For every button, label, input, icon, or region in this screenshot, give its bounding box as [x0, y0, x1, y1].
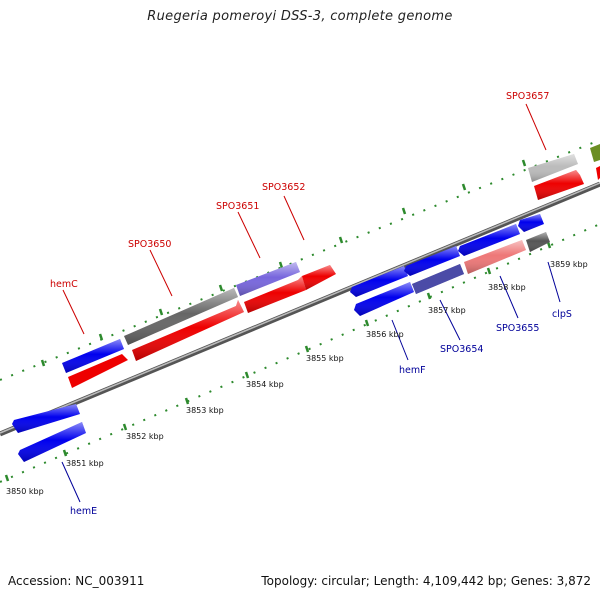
gene-SPO3651-rna[interactable] — [236, 262, 300, 296]
upper-leader-lines — [62, 103, 547, 335]
lower-major-ticks — [4, 241, 552, 482]
gene-label-clpS[interactable]: clpS — [552, 309, 572, 320]
gene-red-4[interactable] — [534, 170, 584, 200]
gene-blue-1[interactable] — [12, 404, 80, 433]
backbone-highlight — [0, 182, 600, 434]
lower-tick-track — [0, 223, 600, 483]
upper-gene-labels: hemC SPO3650 SPO3651 SPO3652 SPO3657 — [50, 91, 549, 290]
kbp-label: 3855 kbp — [306, 354, 344, 363]
kbp-label: 3853 kbp — [186, 406, 224, 415]
gene-hemC-reverse[interactable] — [62, 339, 124, 373]
gene-SPO3652[interactable] — [302, 265, 336, 290]
gene-label-SPO3657[interactable]: SPO3657 — [506, 91, 549, 102]
gene-red-3[interactable] — [244, 276, 306, 313]
gene-red-1[interactable] — [68, 354, 132, 388]
gene-label-SPO3652[interactable]: SPO3652 — [262, 182, 305, 193]
gene-hemF[interactable] — [354, 282, 414, 316]
gene-label-hemE[interactable]: hemE — [70, 506, 97, 517]
lower-leader-lines — [61, 261, 561, 503]
gene-SPO3654[interactable] — [412, 264, 464, 294]
gene-hemE[interactable] — [18, 422, 86, 462]
map-title: Ruegeria pomeroyi DSS-3, complete genome — [147, 9, 453, 24]
gene-clpS[interactable] — [526, 232, 550, 252]
gene-green-edge[interactable] — [590, 144, 600, 162]
upper-tick-track — [0, 139, 600, 381]
kbp-label: 3850 kbp — [6, 487, 44, 496]
kbp-label: 3851 kbp — [66, 459, 104, 468]
kbp-label: 3852 kbp — [126, 432, 164, 441]
gene-label-SPO3651[interactable]: SPO3651 — [216, 201, 259, 212]
kbp-labels: 3850 kbp 3851 kbp 3852 kbp 3853 kbp 3854… — [6, 260, 588, 496]
accession-label: Accession: NC_003911 — [8, 574, 145, 588]
gene-label-SPO3654[interactable]: SPO3654 — [440, 344, 483, 355]
gene-SPO3655[interactable] — [464, 240, 526, 274]
gene-label-hemC[interactable]: hemC — [50, 279, 78, 290]
gene-SPO3650-hypothetical[interactable] — [124, 288, 238, 345]
genome-stats-label: Topology: circular; Length: 4,109,442 bp… — [261, 574, 591, 588]
gene-blue-2[interactable] — [350, 266, 408, 297]
lower-gene-labels: hemE hemF SPO3654 SPO3655 clpS — [70, 309, 572, 517]
kbp-label: 3858 kbp — [488, 283, 526, 292]
genome-backbone — [0, 181, 600, 437]
gene-SPO3657-other[interactable] — [528, 154, 578, 182]
gene-red-edge[interactable] — [596, 166, 600, 180]
upper-major-ticks — [40, 159, 527, 367]
gene-blue-5[interactable] — [518, 214, 544, 232]
gene-blue-4[interactable] — [458, 224, 520, 256]
gene-label-hemF[interactable]: hemF — [399, 365, 426, 376]
kbp-label: 3857 kbp — [428, 306, 466, 315]
gene-red-2[interactable] — [132, 300, 244, 361]
kbp-label: 3859 kbp — [550, 260, 588, 269]
kbp-label: 3856 kbp — [366, 330, 404, 339]
kbp-label: 3854 kbp — [246, 380, 284, 389]
gene-blue-3[interactable] — [404, 246, 460, 276]
gene-label-SPO3655[interactable]: SPO3655 — [496, 323, 539, 334]
gene-label-SPO3650[interactable]: SPO3650 — [128, 239, 171, 250]
